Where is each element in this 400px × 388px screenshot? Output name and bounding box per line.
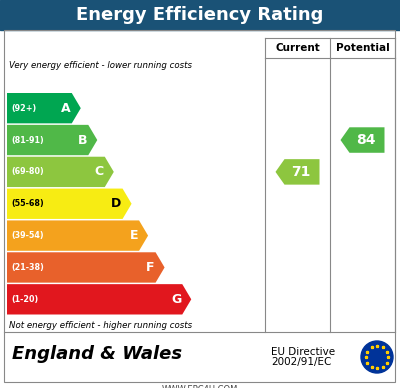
Circle shape bbox=[361, 341, 393, 373]
Text: (92+): (92+) bbox=[11, 104, 36, 113]
Text: EU Directive: EU Directive bbox=[271, 347, 335, 357]
Bar bbox=[0, 0, 400, 30]
Polygon shape bbox=[276, 159, 320, 185]
Polygon shape bbox=[7, 252, 164, 282]
Polygon shape bbox=[7, 125, 97, 155]
Text: 2002/91/EC: 2002/91/EC bbox=[271, 357, 331, 367]
Text: England & Wales: England & Wales bbox=[12, 345, 182, 363]
Text: B: B bbox=[78, 133, 87, 147]
Text: Potential: Potential bbox=[336, 43, 389, 53]
Polygon shape bbox=[7, 220, 148, 251]
Text: WWW.EPC4U.COM: WWW.EPC4U.COM bbox=[162, 386, 238, 388]
Text: (69-80): (69-80) bbox=[11, 167, 44, 177]
Text: 84: 84 bbox=[356, 133, 375, 147]
Text: F: F bbox=[146, 261, 154, 274]
Text: E: E bbox=[130, 229, 138, 242]
Text: A: A bbox=[61, 102, 71, 115]
Polygon shape bbox=[340, 127, 384, 153]
Text: 71: 71 bbox=[291, 165, 310, 179]
Text: (21-38): (21-38) bbox=[11, 263, 44, 272]
Polygon shape bbox=[7, 284, 191, 315]
Text: C: C bbox=[95, 165, 104, 178]
Text: D: D bbox=[111, 197, 122, 210]
Polygon shape bbox=[7, 189, 132, 219]
Text: (1-20): (1-20) bbox=[11, 295, 38, 304]
Polygon shape bbox=[7, 93, 81, 123]
Text: (81-91): (81-91) bbox=[11, 135, 44, 145]
Text: (39-54): (39-54) bbox=[11, 231, 44, 240]
Text: Very energy efficient - lower running costs: Very energy efficient - lower running co… bbox=[9, 62, 192, 71]
Text: G: G bbox=[171, 293, 181, 306]
Text: Current: Current bbox=[275, 43, 320, 53]
Polygon shape bbox=[7, 157, 114, 187]
Text: (55-68): (55-68) bbox=[11, 199, 44, 208]
Text: Not energy efficient - higher running costs: Not energy efficient - higher running co… bbox=[9, 322, 192, 331]
Text: Energy Efficiency Rating: Energy Efficiency Rating bbox=[76, 6, 324, 24]
